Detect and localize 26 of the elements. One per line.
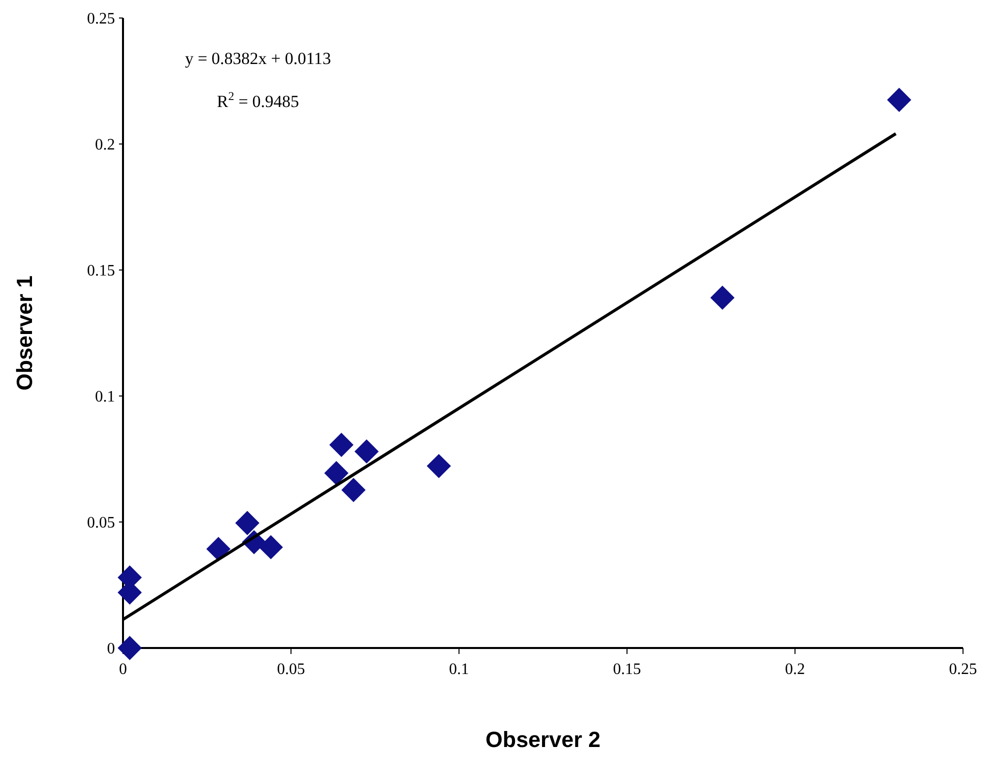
y-axis-title: Observer 1 [12,276,37,390]
point [235,510,260,536]
y-tick-label: 0.1 [95,388,115,406]
point [341,478,366,502]
point [354,439,379,464]
point [324,461,348,486]
x-tick-label: 0 [119,661,127,678]
annotation: y = 0.8382x + 0.0113 [184,49,332,68]
point [118,636,142,660]
point [329,432,354,457]
y-tick-label: 0.05 [87,514,115,532]
y-tick-label: 0.25 [87,10,115,28]
x-tick-label: 0.2 [785,661,805,678]
x-tick-label: 0.15 [613,661,641,678]
point [887,88,912,112]
annotation: R$^{2}$ = 0.9485 [216,89,300,111]
x-tick-label: 0.05 [277,661,305,678]
y-tick-label: 0.15 [87,262,115,280]
x-tick-label: 0.1 [449,661,469,678]
point [710,286,735,310]
point [426,454,451,478]
x-axis-title: Observer 2 [486,727,600,752]
point [258,535,283,560]
y-tick-label: 0.2 [95,136,115,154]
x-tick-label: 0.25 [949,661,977,678]
y-tick-label: 0 [107,640,115,658]
